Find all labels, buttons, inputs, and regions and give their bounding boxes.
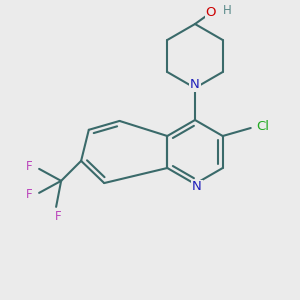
Text: F: F	[26, 160, 32, 173]
Text: O: O	[206, 7, 216, 20]
Text: N: N	[192, 181, 202, 194]
Text: Cl: Cl	[256, 121, 269, 134]
Text: F: F	[55, 210, 62, 224]
Text: N: N	[190, 79, 200, 92]
Text: F: F	[26, 188, 32, 201]
Text: H: H	[223, 4, 231, 16]
